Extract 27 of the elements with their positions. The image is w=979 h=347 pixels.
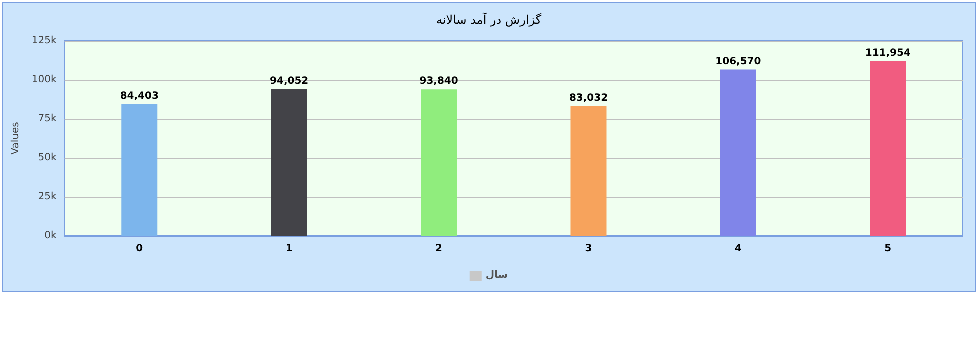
data-label: 93,840: [420, 76, 458, 88]
x-tick-label: 2: [436, 244, 443, 254]
chart-title: گزارش در آمد سالانه: [436, 12, 542, 27]
y-tick-label: 25k: [38, 192, 57, 202]
bar: [720, 70, 756, 236]
y-tick-label: 75k: [38, 114, 57, 124]
text: سال: [486, 270, 508, 281]
bar: [421, 90, 458, 236]
x-tick-label: 0: [136, 244, 144, 254]
y-tick-label: 125k: [32, 36, 57, 46]
bar: [122, 104, 158, 236]
data-label: 94,052: [270, 76, 309, 87]
bar: [870, 61, 906, 236]
x-tick-label: 4: [734, 244, 742, 254]
y-tick-label: 0k: [44, 230, 57, 242]
x-tick-label: 1: [286, 244, 293, 254]
bar: [271, 89, 308, 236]
x-tick-label: 5: [884, 244, 892, 254]
data-label: 111,954: [865, 48, 911, 59]
data-label: 84,403: [120, 90, 159, 102]
y-tick-label: 100k: [32, 74, 57, 86]
y-tick-label: 50k: [38, 152, 57, 164]
data-label: 83,032: [569, 92, 608, 104]
x-tick-label: 3: [585, 244, 592, 254]
y-axis-title: Values: [10, 122, 22, 155]
data-label: 106,570: [716, 56, 762, 68]
bar: [570, 106, 607, 236]
